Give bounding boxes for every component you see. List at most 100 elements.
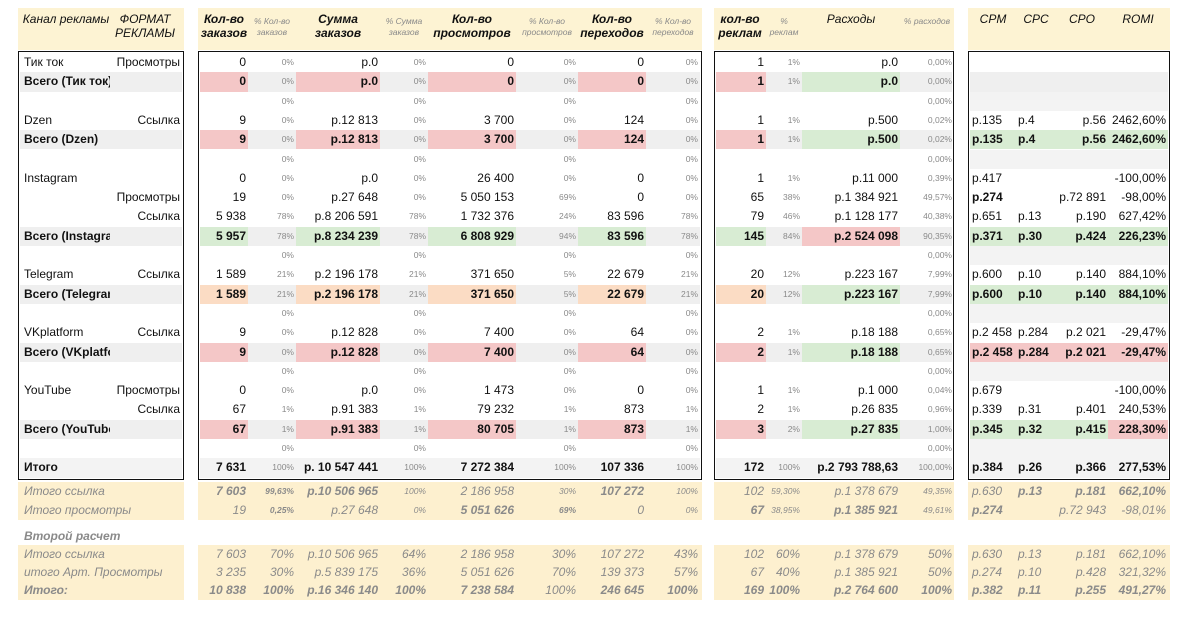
cell-ads-pct: 84% xyxy=(782,230,800,241)
cell-costs-pct: 0,02% xyxy=(927,134,952,145)
cell-orders-pct: 21% xyxy=(276,288,294,299)
summary-orders: 7 603 xyxy=(215,547,246,561)
cell-channel: Всего (VKplatform) xyxy=(24,344,110,359)
summary-bg xyxy=(198,581,702,600)
summary-sum-pct: 0% xyxy=(413,505,426,515)
cell-orders-pct: 0% xyxy=(281,153,294,164)
cell-orders-pct: 0% xyxy=(281,192,294,203)
header-cpc: CPC xyxy=(1023,12,1049,26)
cell-sum: р.0 xyxy=(361,383,378,398)
cell-clicks: 0 xyxy=(637,383,644,398)
highlight-views xyxy=(428,130,516,150)
summary-views-pct: 30% xyxy=(551,547,576,561)
header-channel: Канал рекламы xyxy=(22,12,110,26)
cell-clicks-pct: 0% xyxy=(685,192,698,203)
summary-orders-pct: 70% xyxy=(269,547,294,561)
cell-sum: р.12 813 xyxy=(331,112,378,127)
cell-orders-pct: 1% xyxy=(281,404,294,415)
cell-channel: Dzen xyxy=(24,112,53,127)
cell-cpm: р.417 xyxy=(972,170,1003,185)
cell-sum-pct: 21% xyxy=(408,269,426,280)
cell-ads: 1 xyxy=(757,55,764,69)
highlight-orders xyxy=(200,419,248,439)
cell-format: Ссылка xyxy=(137,325,180,340)
cell-views: 26 400 xyxy=(477,170,514,185)
summary-bg xyxy=(968,545,1170,564)
cell-sum: р.91 383 xyxy=(330,421,378,436)
summary-costs: р.1 378 679 xyxy=(834,547,898,561)
cell-orders: 5 938 xyxy=(215,209,246,224)
cell-costs: р.223 167 xyxy=(844,267,898,282)
highlight-romi xyxy=(1108,419,1168,439)
summary-bg xyxy=(198,501,702,520)
header-sum: Сумма заказов xyxy=(314,12,362,40)
cell-costs: р.11 000 xyxy=(852,170,898,185)
cell-views-pct: 0% xyxy=(563,365,576,376)
highlight-orders xyxy=(200,72,248,92)
cell-sum-pct: 0% xyxy=(413,443,426,453)
cell-sum-pct: 0% xyxy=(413,250,426,260)
highlight-ads xyxy=(716,226,766,246)
summary-cpm: р.274 xyxy=(972,565,1003,579)
header-views-pct: % Кол-во просмотров xyxy=(522,16,572,37)
header-band-3 xyxy=(968,8,1170,50)
highlight-views xyxy=(428,284,516,304)
cell-format: Просмотры xyxy=(116,383,180,398)
summary-ads-pct: 40% xyxy=(775,565,800,579)
summary-cpc: р.10 xyxy=(1018,565,1042,579)
cell-orders-pct: 0% xyxy=(281,346,294,357)
cell-romi: 277,53% xyxy=(1118,460,1166,475)
cell-ads: 1 xyxy=(757,74,764,89)
cell-orders: 0 xyxy=(239,55,246,69)
cell-views: 371 650 xyxy=(470,286,514,301)
cell-costs-pct: 1,00% xyxy=(927,423,952,434)
highlight-costs xyxy=(802,284,900,304)
summary-ads-pct: 59,30% xyxy=(771,486,800,496)
cell-views: 6 808 929 xyxy=(460,228,514,243)
summary-sum-pct: 100% xyxy=(395,583,426,597)
grand-row-bg xyxy=(20,458,182,478)
summary-cpo: р.428 xyxy=(1075,565,1106,579)
highlight-sum xyxy=(296,284,380,304)
cell-orders: 9 xyxy=(239,344,246,359)
summary-romi: 491,27% xyxy=(1118,583,1166,597)
summary-bg xyxy=(198,482,702,501)
cell-clicks: 64 xyxy=(630,325,644,340)
summary-clicks-pct: 100% xyxy=(667,583,698,597)
cell-romi: 226,23% xyxy=(1118,228,1166,243)
section-title: Второй расчет xyxy=(24,529,121,543)
summary-costs-pct: 50% xyxy=(927,547,952,561)
cell-views: 3 700 xyxy=(483,112,514,127)
cell-views: 79 232 xyxy=(477,402,514,417)
cell-cpo: р.366 xyxy=(1075,460,1106,475)
highlight-sum xyxy=(296,226,380,246)
cell-clicks-pct: 0% xyxy=(685,307,698,318)
header-format: ФОРМАТ РЕКЛАМЫ xyxy=(115,12,175,40)
cell-ads-pct: 1% xyxy=(787,404,800,415)
cell-clicks: 873 xyxy=(623,421,644,436)
cell-clicks: 22 679 xyxy=(607,267,644,282)
cell-cpm: р.600 xyxy=(972,286,1003,301)
cell-sum-pct: 0% xyxy=(413,365,426,376)
highlight-clicks xyxy=(578,130,646,150)
cell-clicks-pct: 0% xyxy=(685,346,698,357)
cell-views: 0 xyxy=(507,74,514,89)
cell-orders-pct: 0% xyxy=(281,250,294,260)
cell-costs-pct: 0,00% xyxy=(927,57,952,67)
cell-views: 1 473 xyxy=(483,383,514,398)
cell-clicks-pct: 0% xyxy=(685,327,698,338)
cell-orders: 9 xyxy=(239,132,246,147)
cell-clicks-pct: 0% xyxy=(685,95,698,106)
summary-costs-pct: 49,61% xyxy=(923,505,952,515)
cell-format: Ссылка xyxy=(137,402,180,417)
cell-orders-pct: 0% xyxy=(281,114,294,125)
summary-clicks: 0 xyxy=(637,503,644,517)
cell-views-pct: 24% xyxy=(558,211,576,222)
summary-bg xyxy=(968,563,1170,582)
summary-ads: 102 xyxy=(743,484,764,498)
cell-ads-pct: 46% xyxy=(782,211,800,222)
cell-sum: р.0 xyxy=(361,170,378,185)
summary-bg xyxy=(714,581,954,600)
summary-costs: р.1 385 921 xyxy=(834,565,898,579)
